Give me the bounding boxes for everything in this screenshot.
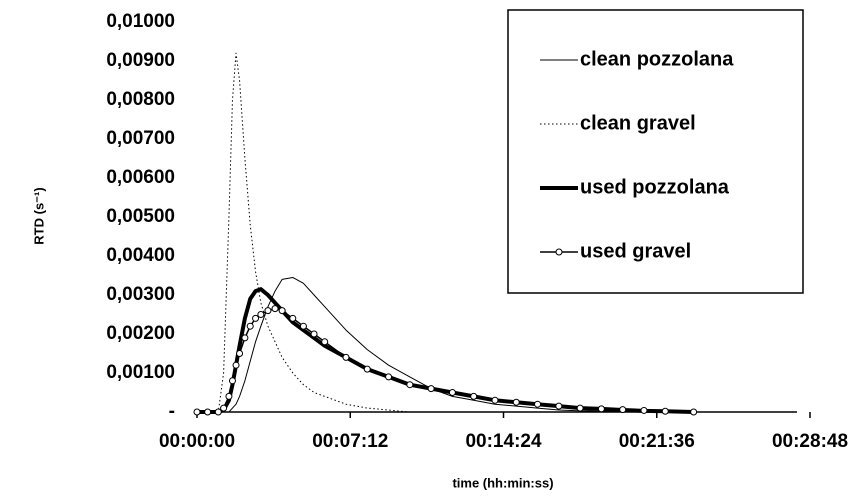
y-tick-label: - — [169, 401, 175, 422]
y-tick-label: 0,00100 — [106, 362, 175, 383]
series-marker — [321, 338, 329, 346]
legend-label: used pozzolana — [580, 176, 730, 198]
series-marker — [220, 404, 228, 412]
series-marker — [225, 392, 233, 400]
y-tick-label: 0,00200 — [106, 323, 175, 344]
x-axis-label: time (hh:min:ss) — [452, 475, 553, 490]
y-tick-label: 0,00400 — [106, 245, 175, 266]
legend-box — [507, 9, 804, 294]
series-marker — [661, 407, 669, 415]
series-marker — [555, 402, 563, 410]
series-marker — [491, 396, 499, 404]
y-tick-label: 0,00800 — [106, 89, 175, 110]
series-marker — [512, 398, 520, 406]
series-marker — [406, 381, 414, 389]
series-marker — [236, 350, 244, 357]
y-tick-label: 0,00700 — [106, 128, 175, 149]
series-marker — [597, 405, 605, 413]
y-tick-label: 0,00500 — [106, 206, 175, 227]
legend-label: clean gravel — [580, 112, 696, 134]
x-tick-label: 00:07:12 — [312, 431, 388, 452]
series-marker — [289, 314, 297, 322]
series-marker — [448, 389, 456, 396]
x-tick-label: 00:00:00 — [159, 431, 235, 452]
series-marker — [363, 365, 371, 373]
series-marker — [640, 406, 648, 414]
x-tick-label: 00:21:36 — [619, 431, 695, 452]
y-tick-label: 0,01000 — [106, 11, 175, 32]
legend-marker — [555, 248, 563, 256]
series-marker — [310, 330, 318, 338]
series-marker — [246, 322, 254, 330]
series-line — [197, 307, 694, 413]
series-marker — [278, 307, 286, 315]
series-marker — [299, 322, 307, 330]
series-marker — [690, 408, 698, 416]
y-tick-label: 0,00600 — [106, 167, 175, 188]
series-marker — [271, 305, 279, 313]
series-marker — [619, 406, 627, 414]
y-tick-label: 0,00900 — [106, 50, 175, 71]
series-marker — [427, 385, 435, 393]
series-marker — [342, 353, 350, 361]
series-marker — [264, 307, 272, 315]
series-line — [197, 276, 694, 413]
series-marker — [241, 334, 249, 342]
x-tick-label: 00:28:48 — [772, 431, 848, 452]
series-marker — [534, 400, 542, 408]
series-marker — [257, 311, 265, 318]
series-marker — [252, 314, 260, 322]
series-marker — [576, 404, 584, 412]
legend-label: clean pozzolana — [580, 48, 734, 70]
series-marker — [204, 408, 212, 416]
series-marker — [193, 408, 201, 416]
series-marker — [232, 361, 240, 369]
y-tick-label: 0,00300 — [106, 284, 175, 305]
series-marker — [385, 373, 393, 381]
x-tick-label: 00:14:24 — [465, 431, 541, 452]
legend-label: used gravel — [580, 240, 691, 262]
series-marker — [214, 408, 222, 416]
y-axis-label: RTD (s⁻¹) — [31, 187, 46, 244]
series-line — [197, 52, 694, 413]
series-marker — [228, 377, 236, 385]
series-marker — [470, 392, 478, 400]
